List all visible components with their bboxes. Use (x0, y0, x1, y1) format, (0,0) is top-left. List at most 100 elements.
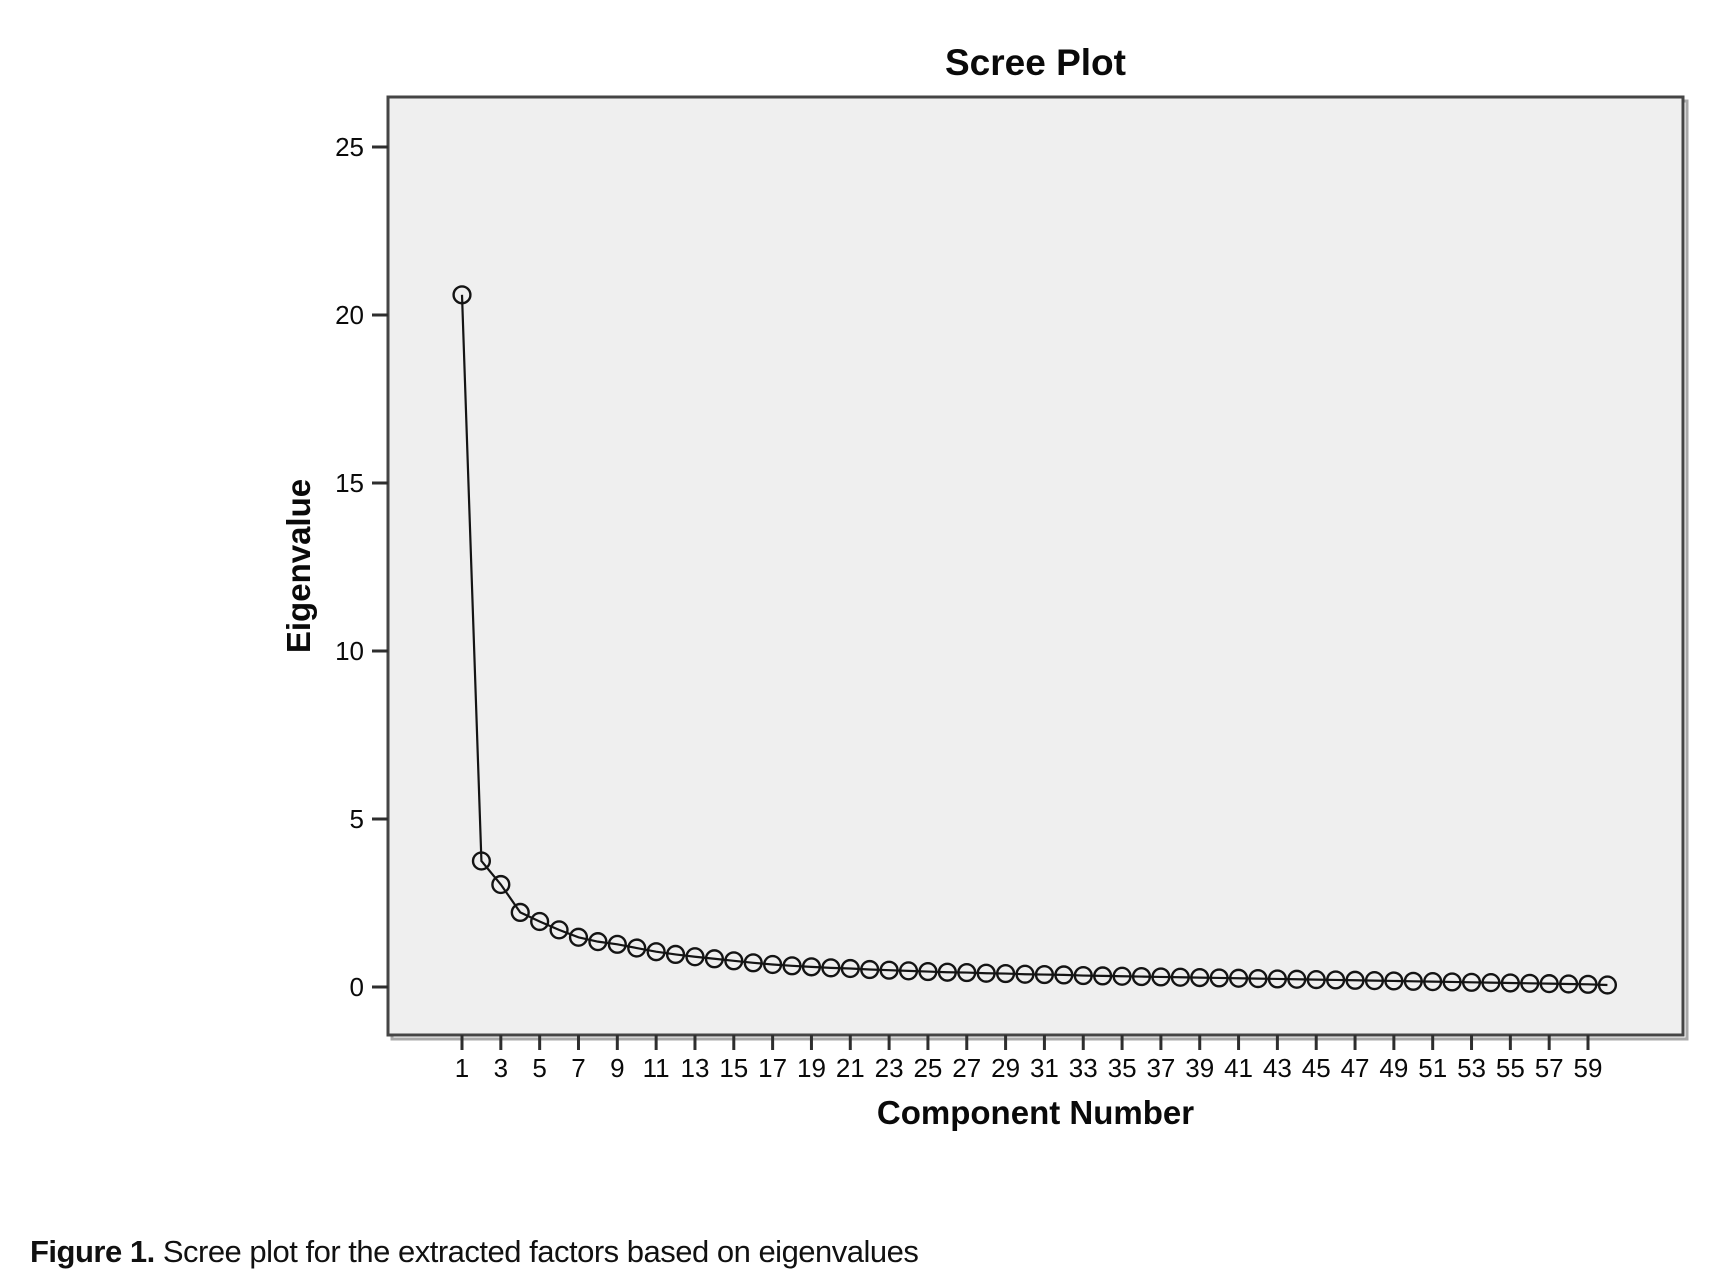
x-axis-label: Component Number (876, 1094, 1195, 1131)
data-point-marker (1034, 964, 1055, 985)
data-point-marker (1403, 971, 1423, 991)
y-tick-label: 10 (335, 636, 364, 666)
series-line (460, 294, 1608, 987)
y-tick-label: 15 (335, 468, 364, 498)
data-point-marker (1597, 975, 1618, 995)
y-tick-label: 25 (335, 132, 364, 162)
data-point-marker (1112, 966, 1132, 986)
x-tick-label: 7 (571, 1053, 585, 1083)
x-tick-label: 25 (913, 1053, 942, 1083)
y-tick-label: 20 (335, 300, 364, 330)
x-tick-label: 33 (1069, 1053, 1098, 1083)
data-point-marker (1267, 969, 1287, 989)
data-point-marker (724, 951, 744, 971)
data-point-marker (1520, 973, 1540, 993)
data-point-marker (1248, 968, 1268, 989)
data-point-marker (1539, 974, 1559, 994)
data-point-marker (1015, 964, 1035, 984)
x-tick-label: 19 (797, 1053, 826, 1083)
x-tick-label: 31 (1030, 1053, 1059, 1083)
x-tick-label: 23 (875, 1053, 904, 1083)
data-point-marker (937, 962, 957, 982)
x-tick-label: 51 (1418, 1053, 1447, 1083)
data-point-marker (1364, 971, 1385, 991)
data-point-marker (1209, 968, 1229, 988)
x-tick-label: 43 (1263, 1053, 1292, 1083)
data-point-marker (530, 911, 550, 932)
figure-caption: Figure 1. Scree plot for the extracted f… (30, 1234, 919, 1270)
data-point-marker (549, 920, 569, 940)
x-tick-label: 27 (952, 1053, 981, 1083)
data-point-marker (1461, 972, 1482, 992)
data-point-marker (491, 874, 511, 895)
data-point-marker (743, 953, 763, 973)
data-point-marker (840, 958, 860, 979)
data-point-marker (1500, 973, 1520, 993)
data-point-marker (665, 944, 686, 965)
x-tick-label: 21 (836, 1053, 865, 1083)
data-point-marker (976, 963, 996, 983)
data-point-marker (898, 961, 919, 981)
data-point-marker (1578, 974, 1598, 994)
data-point-marker (1384, 971, 1404, 991)
x-tick-label: 1 (455, 1053, 469, 1083)
data-point-marker (995, 963, 1016, 984)
data-point-marker (1423, 972, 1443, 992)
data-point-marker (1345, 970, 1365, 990)
x-tick-label: 55 (1496, 1053, 1525, 1083)
x-tick-label: 3 (494, 1053, 508, 1083)
data-point-marker (1054, 965, 1074, 985)
x-tick-label: 41 (1224, 1053, 1253, 1083)
data-point-marker (782, 956, 802, 976)
x-tick-label: 17 (758, 1053, 787, 1083)
data-point-marker (588, 932, 608, 952)
data-point-marker (957, 962, 977, 983)
x-tick-label: 9 (610, 1053, 624, 1083)
x-tick-label: 11 (643, 1053, 670, 1083)
x-tick-label: 5 (532, 1053, 546, 1083)
data-point-marker (821, 958, 841, 978)
x-tick-label: 39 (1185, 1053, 1214, 1083)
x-tick-label: 57 (1535, 1053, 1564, 1083)
y-axis-label: Eigenvalue (280, 478, 317, 654)
x-tick-label: 53 (1457, 1053, 1486, 1083)
data-point-marker (607, 934, 627, 954)
data-point-marker (1228, 968, 1249, 988)
data-point-marker (627, 938, 647, 958)
data-point-marker (1287, 969, 1307, 989)
data-point-marker (918, 961, 938, 982)
data-point-marker (1558, 974, 1579, 994)
x-tick-label: 49 (1379, 1053, 1408, 1083)
x-tick-label: 37 (1146, 1053, 1175, 1083)
data-point-marker (1151, 967, 1171, 987)
data-point-marker (879, 960, 899, 980)
data-point-marker (646, 942, 666, 962)
x-tick-label: 47 (1341, 1053, 1370, 1083)
x-tick-label: 15 (719, 1053, 748, 1083)
data-point-marker (1442, 972, 1462, 992)
data-point-marker (452, 285, 472, 305)
y-tick-label: 0 (350, 972, 364, 1002)
data-point-marker (1131, 966, 1152, 987)
y-axis-ticks: 0 5 10 15 20 25 (335, 132, 388, 1002)
data-point-marker (1170, 967, 1190, 987)
figure-caption-number: Figure 1. (30, 1234, 155, 1269)
data-point-marker (1326, 970, 1346, 990)
data-point-marker (471, 851, 492, 871)
data-point-marker (1190, 967, 1210, 988)
figure-caption-text: Scree plot for the extracted factors bas… (154, 1234, 919, 1269)
y-tick-label: 5 (350, 804, 364, 834)
data-point-marker (763, 954, 783, 975)
x-axis-ticks: 1 3 5 7 9 11 13 15 17 19 21 23 25 27 29 31 33 35 37 39 41 43 4… (455, 1035, 1603, 1083)
plot-frame (386, 95, 1685, 1037)
data-point-marker (1306, 970, 1326, 990)
x-tick-label: 59 (1574, 1053, 1603, 1083)
x-tick-label: 35 (1108, 1053, 1137, 1083)
data-point-marker (685, 947, 705, 967)
data-point-marker (704, 949, 724, 969)
x-tick-label: 45 (1302, 1053, 1331, 1083)
chart-title: Scree Plot (945, 42, 1126, 83)
x-tick-label: 13 (681, 1053, 710, 1083)
